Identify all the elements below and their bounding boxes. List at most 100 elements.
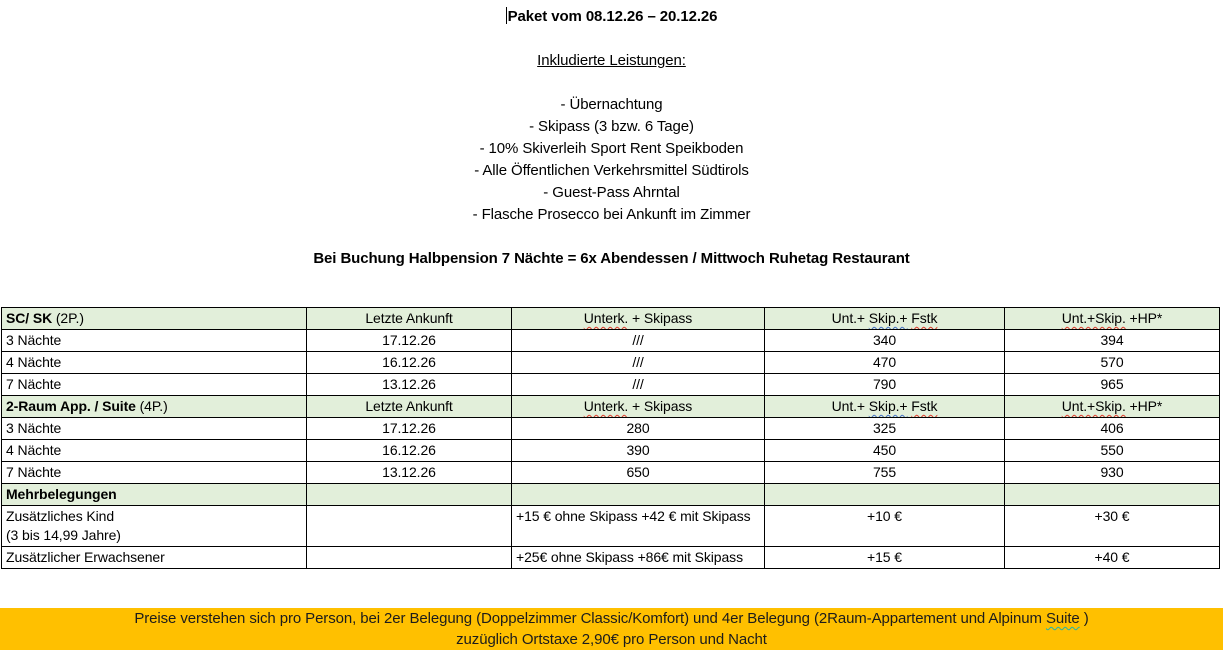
price-cell: 17.12.26 xyxy=(306,329,512,352)
text-segment: Unt.+ xyxy=(831,310,869,326)
section-label-cell: Mehrbelegungen xyxy=(1,483,307,506)
column-header-cell: Unt.+ Skip.+ Fstk xyxy=(764,307,1005,330)
price-table: SC/ SK (2P.) Letzte Ankunft Unterk. + Skip… xyxy=(1,307,1220,569)
column-header-cell: Letzte Ankunft xyxy=(306,395,512,418)
table-row: 3 Nächte 17.12.26///340 394 xyxy=(1,329,1220,352)
price-cell: 325 xyxy=(764,417,1005,440)
price-cell: 450 xyxy=(764,439,1005,462)
price-cell xyxy=(306,505,512,547)
text-segment: +HP* xyxy=(1125,398,1163,414)
price-cell: +15 € xyxy=(764,546,1005,569)
document-top-section: Paket vom 08.12.26 – 20.12.26 Inkludiert… xyxy=(0,0,1223,270)
price-cell: /// xyxy=(511,329,765,352)
column-header-cell: Letzte Ankunft xyxy=(306,307,512,330)
spellcheck-marked-text: Unterk. xyxy=(583,398,629,414)
price-cell: 470 xyxy=(764,351,1005,374)
spellcheck-marked-text: Unt.+Skip. xyxy=(1061,398,1126,414)
text-segment: + Skipass xyxy=(628,310,693,326)
included-service-item: - Flasche Prosecco bei Ankunft im Zimmer xyxy=(472,206,751,223)
column-header-cell: Unt.+Skip. +HP* xyxy=(1004,395,1220,418)
text-segment: (2P.) xyxy=(52,310,84,326)
price-cell: 965 xyxy=(1004,373,1220,396)
column-header-cell xyxy=(764,483,1005,506)
price-cell: +10 € xyxy=(764,505,1005,547)
price-cell: 13.12.26 xyxy=(306,461,512,484)
text-segment: + Skipass xyxy=(628,398,693,414)
text-segment: +HP* xyxy=(1125,310,1163,326)
table-header-row: 2-Raum App. / Suite (4P.) Letzte Ankunft U… xyxy=(1,395,1220,418)
price-cell: 406 xyxy=(1004,417,1220,440)
column-header-cell: Unt.+ Skip.+ Fstk xyxy=(764,395,1005,418)
included-service-item: - 10% Skiverleih Sport Rent Speikboden xyxy=(479,140,744,157)
price-cell: 340 xyxy=(764,329,1005,352)
banner-line-1: Preise verstehen sich pro Person, bei 2e… xyxy=(0,608,1223,629)
text-segment: SC/ SK xyxy=(6,310,53,326)
spellcheck-marked-text: Unterk. xyxy=(583,310,629,326)
price-cell: 755 xyxy=(764,461,1005,484)
banner-line-2: zuzüglich Ortstaxe 2,90€ pro Person und … xyxy=(456,631,767,648)
price-cell: 790 xyxy=(764,373,1005,396)
price-cell: 390 xyxy=(511,439,765,462)
table-header-row: SC/ SK (2P.) Letzte Ankunft Unterk. + Skip… xyxy=(1,307,1220,330)
price-cell: 17.12.26 xyxy=(306,417,512,440)
price-cell: 4 Nächte xyxy=(1,351,307,374)
included-service-item: - Übernachtung xyxy=(560,96,663,113)
price-cell: 3 Nächte xyxy=(1,329,307,352)
table-row: Zusätzlicher Erwachsener +25€ ohne Skipas… xyxy=(1,546,1220,569)
blank-line xyxy=(0,226,1223,248)
price-cell: 16.12.26 xyxy=(306,439,512,462)
spellcheck-marked-text: Fstk xyxy=(911,398,938,414)
table-header-row: Mehrbelegungen xyxy=(1,483,1220,506)
section-label-cell: 2-Raum App. / Suite (4P.) xyxy=(1,395,307,418)
column-header-cell xyxy=(511,483,765,506)
halfboard-note: Bei Buchung Halbpension 7 Nächte = 6x Ab… xyxy=(313,250,910,267)
price-cell: +25€ ohne Skipass +86€ mit Skipass xyxy=(511,546,765,569)
price-cell: 7 Nächte xyxy=(1,373,307,396)
price-cell: 280 xyxy=(511,417,765,440)
text-segment: Preise verstehen sich pro Person, bei 2e… xyxy=(134,610,1046,627)
price-cell: Zusätzlicher Erwachsener xyxy=(1,546,307,569)
price-cell xyxy=(306,546,512,569)
text-segment: 2-Raum App. / Suite xyxy=(6,398,136,414)
column-header-cell xyxy=(306,483,512,506)
footer-banner: Preise verstehen sich pro Person, bei 2e… xyxy=(0,608,1223,650)
blank-line xyxy=(0,72,1223,94)
price-cell: /// xyxy=(511,373,765,396)
spellcheck-marked-text: Unt.+Skip. xyxy=(1061,310,1126,326)
price-cell: 13.12.26 xyxy=(306,373,512,396)
column-header-cell: Unterk. + Skipass xyxy=(511,395,765,418)
included-services-list: - Übernachtung - Skipass (3 bzw. 6 Tage) -… xyxy=(0,94,1223,226)
price-cell: +15 € ohne Skipass +42 € mit Skipass xyxy=(511,505,765,547)
price-cell: 930 xyxy=(1004,461,1220,484)
spellcheck-marked-text: Skip.+ xyxy=(868,310,908,326)
page-title: Paket vom 08.12.26 – 20.12.26 xyxy=(507,8,718,25)
price-cell: 3 Nächte xyxy=(1,417,307,440)
spellcheck-marked-text: Skip.+ xyxy=(868,398,908,414)
price-cell: 550 xyxy=(1004,439,1220,462)
blank-line xyxy=(0,28,1223,50)
column-header-cell: Unterk. + Skipass xyxy=(511,307,765,330)
spellcheck-marked-text: Suite xyxy=(1045,610,1080,627)
price-cell: 394 xyxy=(1004,329,1220,352)
spellcheck-marked-text: Fstk xyxy=(911,310,938,326)
price-cell: 4 Nächte xyxy=(1,439,307,462)
table-row: 7 Nächte 13.12.26 650 755 930 xyxy=(1,461,1220,484)
price-cell: /// xyxy=(511,351,765,374)
included-service-item: - Alle Öffentlichen Verkehrsmittel Südti… xyxy=(474,162,749,179)
text-cursor xyxy=(505,7,507,24)
text-segment: ) xyxy=(1079,610,1089,627)
included-service-item: - Guest-Pass Ahrntal xyxy=(543,184,680,201)
price-cell: Zusätzliches Kind (3 bis 14,99 Jahre) xyxy=(1,505,307,547)
column-header-cell: Unt.+Skip. +HP* xyxy=(1004,307,1220,330)
price-cell: 570 xyxy=(1004,351,1220,374)
price-cell: 16.12.26 xyxy=(306,351,512,374)
price-cell: +40 € xyxy=(1004,546,1220,569)
price-cell: +30 € xyxy=(1004,505,1220,547)
included-service-item: - Skipass (3 bzw. 6 Tage) xyxy=(529,118,694,135)
price-cell: 7 Nächte xyxy=(1,461,307,484)
included-services-heading: Inkludierte Leistungen: xyxy=(537,52,686,69)
package-title-line: Paket vom 08.12.26 – 20.12.26 xyxy=(0,6,1223,28)
column-header-cell xyxy=(1004,483,1220,506)
text-segment: Unt.+ xyxy=(831,398,869,414)
